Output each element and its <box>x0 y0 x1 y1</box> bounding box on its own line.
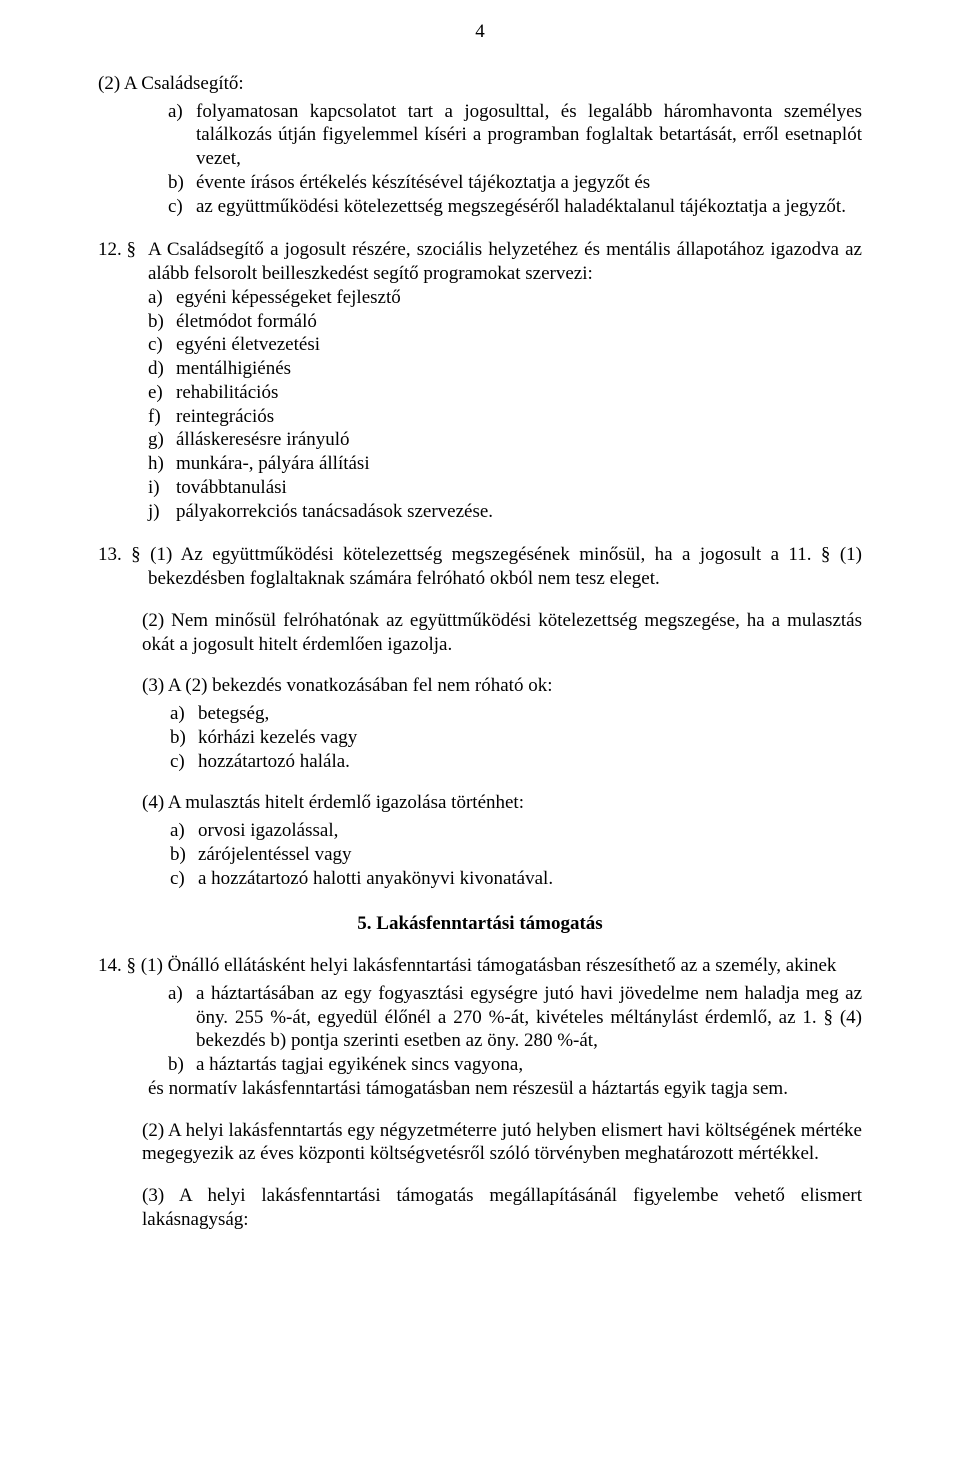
section-lead-text: A Családsegítő a jogosult részére, szoci… <box>148 238 862 286</box>
list-marker: c) <box>168 195 196 219</box>
list-marker: b) <box>148 310 176 334</box>
section-13-p1-text: 13. § (1) Az együttműködési kötelezettsé… <box>98 543 862 591</box>
list-marker: a) <box>168 982 196 1053</box>
section-13-p2: (2) Nem minősül felróhatónak az együttmű… <box>98 609 862 657</box>
paragraph-2-block: (2) A Családsegítő: a) folyamatosan kapc… <box>98 72 862 219</box>
list-marker: b) <box>168 171 196 195</box>
section-14-block: 14. § (1) Önálló ellátásként helyi lakás… <box>98 954 862 1232</box>
list-text: egyéni képességeket fejlesztő <box>176 286 862 310</box>
list-item: a) a háztartásában az egy fogyasztási eg… <box>168 982 862 1053</box>
page-number: 4 <box>98 20 862 44</box>
section-13-p3-lead: (3) A (2) bekezdés vonatkozásában fel ne… <box>142 674 862 698</box>
list-marker: b) <box>170 843 198 867</box>
list-item: d)mentálhigiénés <box>148 357 862 381</box>
list-marker: c) <box>170 867 198 891</box>
section-12-list: a)egyéni képességeket fejlesztő b)életmó… <box>98 286 862 524</box>
list-marker: d) <box>148 357 176 381</box>
section-13-p3: (3) A (2) bekezdés vonatkozásában fel ne… <box>98 674 862 773</box>
list-text: egyéni életvezetési <box>176 333 862 357</box>
list-item: b)kórházi kezelés vagy <box>170 726 862 750</box>
list-text: pályakorrekciós tanácsadások szervezése. <box>176 500 862 524</box>
list-text: az együttműködési kötelezettség megszegé… <box>196 195 862 219</box>
list-item: g)álláskeresésre irányuló <box>148 428 862 452</box>
list-text: reintegrációs <box>176 405 862 429</box>
list-text: folyamatosan kapcsolatot tart a jogosult… <box>196 100 862 171</box>
list-item: c)a hozzátartozó halotti anyakönyvi kivo… <box>170 867 862 891</box>
list-item: c)hozzátartozó halála. <box>170 750 862 774</box>
list-item: b) a háztartás tagjai egyikének sincs va… <box>168 1053 862 1077</box>
section-12-lead: 12. § A Családsegítő a jogosult részére,… <box>98 238 862 286</box>
paragraph-2-list: a) folyamatosan kapcsolatot tart a jogos… <box>98 100 862 219</box>
list-text: kórházi kezelés vagy <box>198 726 862 750</box>
list-text: a hozzátartozó halotti anyakönyvi kivona… <box>198 867 862 891</box>
list-item: c) az együttműködési kötelezettség megsz… <box>168 195 862 219</box>
list-item: a)orvosi igazolással, <box>170 819 862 843</box>
list-marker: g) <box>148 428 176 452</box>
list-text: munkára-, pályára állítási <box>176 452 862 476</box>
list-item: e)rehabilitációs <box>148 381 862 405</box>
list-marker: e) <box>148 381 176 405</box>
list-marker: f) <box>148 405 176 429</box>
list-text: továbbtanulási <box>176 476 862 500</box>
list-marker: i) <box>148 476 176 500</box>
list-marker: a) <box>170 702 198 726</box>
list-text: mentálhigiénés <box>176 357 862 381</box>
section-14-p1-tail: és normatív lakásfenntartási támogatásba… <box>98 1077 862 1101</box>
list-marker: j) <box>148 500 176 524</box>
list-item: b) évente írásos értékelés készítésével … <box>168 171 862 195</box>
list-item: i)továbbtanulási <box>148 476 862 500</box>
list-item: a) folyamatosan kapcsolatot tart a jogos… <box>168 100 862 171</box>
section-12-block: 12. § A Családsegítő a jogosult részére,… <box>98 238 862 523</box>
list-marker: h) <box>148 452 176 476</box>
section-14-p1-list: a) a háztartásában az egy fogyasztási eg… <box>98 982 862 1077</box>
list-item: h)munkára-, pályára állítási <box>148 452 862 476</box>
list-item: b)zárójelentéssel vagy <box>170 843 862 867</box>
list-text: a háztartásában az egy fogyasztási egysé… <box>196 982 862 1053</box>
list-text: rehabilitációs <box>176 381 862 405</box>
list-text: a háztartás tagjai egyikének sincs vagyo… <box>196 1053 862 1077</box>
list-item: j)pályakorrekciós tanácsadások szervezés… <box>148 500 862 524</box>
list-marker: b) <box>170 726 198 750</box>
list-marker: a) <box>170 819 198 843</box>
list-text: életmódot formáló <box>176 310 862 334</box>
section-number: 12. § <box>98 238 148 286</box>
section-13-p3-list: a)betegség, b)kórházi kezelés vagy c)hoz… <box>142 702 862 773</box>
section-14-p2: (2) A helyi lakásfenntartás egy négyzetm… <box>98 1119 862 1167</box>
section-13-p1: 13. § (1) Az együttműködési kötelezettsé… <box>98 543 862 591</box>
section-14-p1-lead: 14. § (1) Önálló ellátásként helyi lakás… <box>98 954 862 978</box>
list-item: c)egyéni életvezetési <box>148 333 862 357</box>
list-marker: a) <box>148 286 176 310</box>
section-5-title: 5. Lakásfenntartási támogatás <box>98 912 862 936</box>
list-text: álláskeresésre irányuló <box>176 428 862 452</box>
section-13-p4: (4) A mulasztás hitelt érdemlő igazolása… <box>98 791 862 890</box>
list-item: a)egyéni képességeket fejlesztő <box>148 286 862 310</box>
list-text: orvosi igazolással, <box>198 819 862 843</box>
list-text: hozzátartozó halála. <box>198 750 862 774</box>
list-text: betegség, <box>198 702 862 726</box>
list-marker: b) <box>168 1053 196 1077</box>
list-text: évente írásos értékelés készítésével táj… <box>196 171 862 195</box>
section-13-p4-list: a)orvosi igazolással, b)zárójelentéssel … <box>142 819 862 890</box>
list-marker: a) <box>168 100 196 171</box>
section-14-p3: (3) A helyi lakásfenntartási támogatás m… <box>98 1184 862 1232</box>
list-text: zárójelentéssel vagy <box>198 843 862 867</box>
section-13-p4-lead: (4) A mulasztás hitelt érdemlő igazolása… <box>142 791 862 815</box>
paragraph-2-lead: (2) A Családsegítő: <box>98 72 862 96</box>
list-marker: c) <box>148 333 176 357</box>
list-item: a)betegség, <box>170 702 862 726</box>
list-marker: c) <box>170 750 198 774</box>
list-item: b)életmódot formáló <box>148 310 862 334</box>
section-13-block: 13. § (1) Az együttműködési kötelezettsé… <box>98 543 862 890</box>
list-item: f)reintegrációs <box>148 405 862 429</box>
